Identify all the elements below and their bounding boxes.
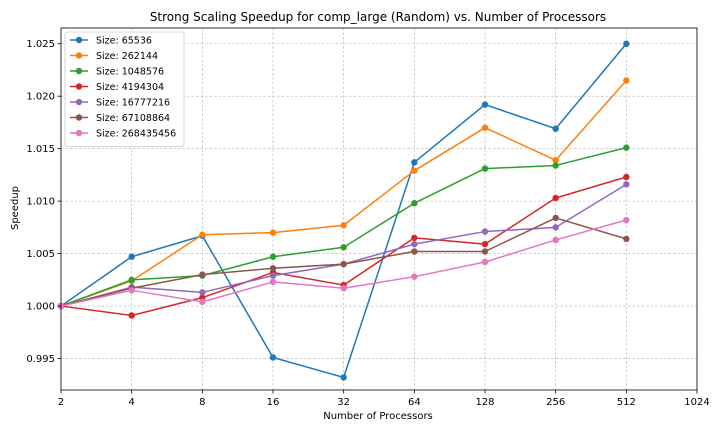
data-point <box>623 144 630 151</box>
data-point <box>269 265 277 272</box>
data-point <box>269 354 277 361</box>
data-point <box>269 272 277 279</box>
data-point <box>481 124 489 131</box>
data-point <box>269 229 277 236</box>
legend-marker <box>75 98 83 106</box>
data-point <box>340 374 347 381</box>
data-point <box>481 101 489 108</box>
legend-item: Size: 67108864 <box>70 113 170 124</box>
y-tick-label: 1.010 <box>26 197 55 208</box>
data-point <box>128 276 135 284</box>
y-tick-label: 1.005 <box>26 249 55 260</box>
legend-label: Size: 65536 <box>96 36 152 47</box>
data-point <box>481 228 489 235</box>
data-point <box>623 181 630 188</box>
data-point <box>128 287 135 294</box>
plot-frame <box>60 27 698 391</box>
y-tick-label: 0.995 <box>26 354 55 365</box>
y-tick-label: 1.015 <box>26 144 55 155</box>
y-tick-label: 1.020 <box>26 92 55 103</box>
legend-label: Size: 4194304 <box>96 82 164 93</box>
data-point <box>481 240 489 248</box>
data-point <box>481 258 489 266</box>
legend-item: Size: 65536 <box>70 36 152 47</box>
x-tick-label: 256 <box>546 397 565 408</box>
data-point <box>340 260 347 268</box>
data-point <box>340 285 347 292</box>
y-axis-ticks: 0.995 1.000 1.005 1.010 1.015 1.020 1.025 <box>26 39 61 365</box>
data-point <box>269 278 277 286</box>
legend-marker <box>75 129 83 137</box>
legend-label: Size: 1048576 <box>96 67 164 78</box>
data-point <box>128 253 135 260</box>
legend-label: Size: 262144 <box>96 51 158 62</box>
legend-marker <box>75 114 83 121</box>
data-point <box>623 77 630 84</box>
data-point <box>199 298 206 306</box>
data-point <box>623 173 630 181</box>
x-tick-label: 4 <box>128 397 134 408</box>
data-point <box>269 253 277 260</box>
data-point <box>411 234 418 242</box>
data-point <box>199 289 206 296</box>
y-tick-label: 1.025 <box>26 39 55 50</box>
data-point <box>481 248 489 255</box>
x-tick-label: 8 <box>199 397 205 408</box>
chart-title: Strong Scaling Speedup for comp_large (R… <box>150 10 606 24</box>
data-point <box>340 244 347 251</box>
x-tick-label: 32 <box>337 397 350 408</box>
legend: Size: 65536 Size: 262144 Size: 1048576 Size… <box>64 31 185 147</box>
data-point <box>199 231 206 238</box>
data-point <box>340 222 347 229</box>
legend-label: Size: 67108864 <box>96 113 170 124</box>
data-point <box>411 200 418 207</box>
data-point <box>411 273 418 280</box>
data-point <box>552 125 559 132</box>
x-tick-label: 1024 <box>684 397 709 408</box>
data-point <box>552 236 559 244</box>
data-point <box>552 224 559 231</box>
legend-label: Size: 268435456 <box>96 129 176 140</box>
legend-box <box>64 31 185 147</box>
legend-marker <box>75 36 83 44</box>
legend-marker <box>75 83 83 90</box>
data-point <box>199 271 206 278</box>
x-tick-label: 512 <box>617 397 636 408</box>
x-tick-label: 16 <box>267 397 280 408</box>
y-tick-label: 1.000 <box>26 302 55 313</box>
data-point <box>128 312 135 319</box>
data-point <box>623 40 630 47</box>
data-point <box>552 157 559 164</box>
legend-item: Size: 262144 <box>70 51 158 62</box>
series-7 <box>57 216 630 310</box>
legend-marker <box>75 67 83 75</box>
data-point <box>411 248 418 255</box>
data-point <box>552 194 559 202</box>
x-tick-label: 128 <box>475 397 494 408</box>
x-axis-ticks: 2 4 8 16 32 64 128 256 512 1024 <box>58 390 710 408</box>
data-point <box>411 240 418 248</box>
data-point <box>411 159 418 166</box>
y-axis-title: Speedup <box>10 186 21 230</box>
legend-item: Size: 16777216 <box>70 98 170 109</box>
x-tick-label: 2 <box>58 397 64 408</box>
x-tick-label: 64 <box>408 397 421 408</box>
data-point <box>411 167 418 174</box>
legend-item: Size: 1048576 <box>70 67 164 78</box>
data-point <box>623 235 630 243</box>
legend-marker <box>75 52 83 59</box>
legend-label: Size: 16777216 <box>96 98 170 109</box>
legend-item: Size: 4194304 <box>70 82 164 93</box>
data-point <box>623 216 630 224</box>
data-point <box>552 214 559 222</box>
x-axis-title: Number of Processors <box>323 411 433 422</box>
data-point <box>552 162 559 169</box>
legend-item: Size: 268435456 <box>70 129 176 140</box>
data-point <box>481 165 489 172</box>
series-layer <box>57 40 630 381</box>
